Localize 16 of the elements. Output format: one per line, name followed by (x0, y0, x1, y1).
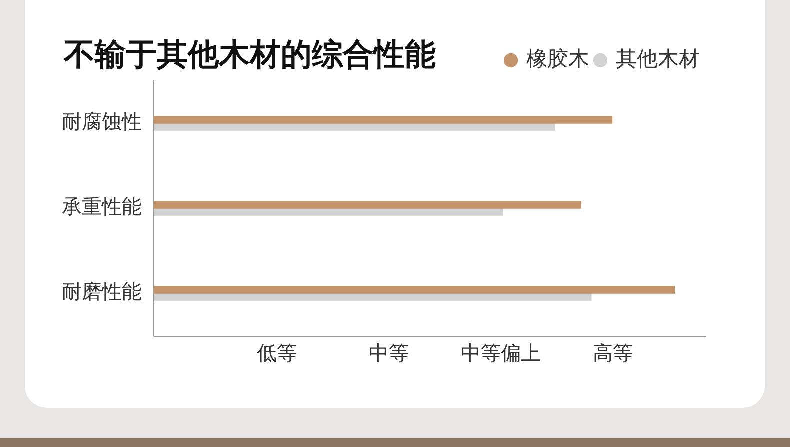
bar (154, 286, 676, 294)
legend-label: 橡胶木 (526, 46, 590, 71)
bar (154, 293, 592, 301)
y-tick-label: 承重性能 (62, 194, 142, 219)
bar (154, 208, 504, 216)
chart-title: 不输于其他木材的综合性能 (64, 36, 436, 75)
bar (154, 116, 613, 124)
legend-label: 其他木材 (616, 46, 700, 71)
text: 低等 (256, 340, 298, 367)
y-tick-label: 耐腐蚀性 (62, 110, 142, 134)
y-tick-label: 耐磨性能 (62, 280, 142, 304)
text: 中等偏上 (460, 340, 542, 367)
bar (154, 123, 556, 131)
text: 高等 (592, 340, 634, 367)
text: 中等 (368, 340, 410, 367)
bar (154, 201, 582, 209)
